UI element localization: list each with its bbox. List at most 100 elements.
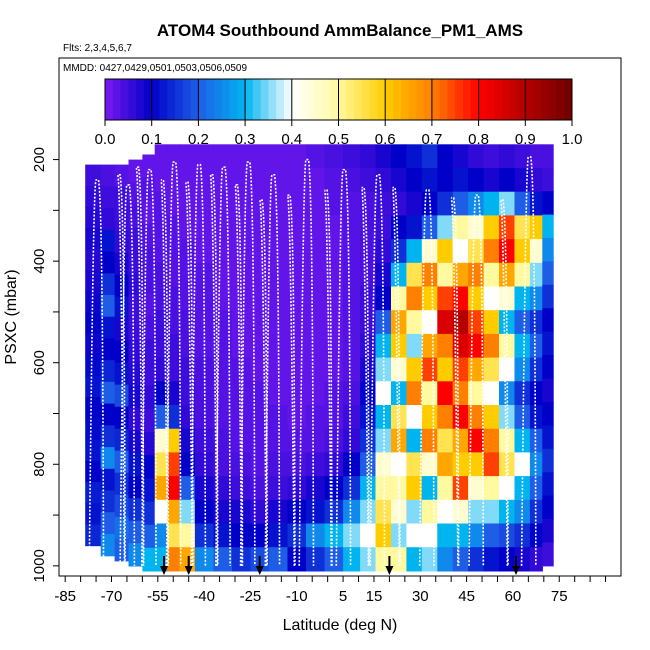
heatmap-cell [154, 452, 168, 477]
heatmap-cell [343, 452, 361, 477]
profile-trace [335, 168, 352, 566]
heatmap-cell [437, 215, 454, 240]
heatmap-cell [128, 407, 143, 431]
heatmap-cell [375, 215, 392, 240]
heatmap-cell [287, 191, 307, 216]
heatmap-cell [529, 144, 543, 169]
heatmap-cell [437, 428, 454, 453]
heatmap-cell [514, 428, 531, 453]
heatmap-cell [421, 428, 438, 453]
heatmap-cell [499, 405, 515, 430]
colorbar-swatch [463, 79, 472, 120]
heatmap-cell [483, 452, 500, 477]
heatmap-cell [100, 534, 116, 557]
heatmap-cell [85, 482, 102, 504]
heatmap-cell [421, 310, 438, 335]
heatmap-cell [529, 191, 543, 216]
heatmap-cell [468, 191, 485, 216]
heatmap-cell [100, 186, 116, 209]
heatmap-cell [287, 144, 307, 169]
heatmap-cell [167, 310, 181, 335]
heatmap-cell [406, 405, 423, 430]
heatmap-cell [421, 286, 438, 311]
heatmap-cell [483, 168, 500, 193]
heatmap-cell [542, 331, 554, 356]
heatmap-cell [437, 547, 454, 572]
colorbar-frame [104, 78, 573, 121]
heatmap-cell [468, 215, 485, 240]
heatmap-cell [85, 312, 102, 335]
colorbar-swatch [112, 79, 122, 120]
colorbar-swatch [315, 79, 324, 120]
heatmap-cell [343, 547, 361, 572]
heatmap-cell [343, 262, 361, 288]
heatmap-cell [437, 168, 454, 193]
profile-arrows [159, 556, 521, 575]
heatmap-cell [514, 215, 531, 240]
x-axis: -85 -70 -55 -40 -25 -10 5 15 30 45 60 75 [54, 576, 607, 605]
heatmap-cell [514, 144, 531, 169]
colorbar-swatch [564, 79, 573, 120]
heatmap-cell [483, 476, 500, 501]
heatmap-cell [529, 499, 543, 525]
colorbar-swatch [424, 79, 433, 120]
heatmap-cell [375, 168, 392, 193]
heatmap-cell [421, 547, 438, 572]
heatmap-cell [100, 316, 116, 339]
heatmap-cell [269, 215, 289, 240]
heatmap-cell [100, 338, 116, 361]
heatmap-cell [514, 286, 531, 311]
heatmap-cell [499, 286, 515, 311]
colorbar-swatch [237, 79, 246, 120]
heatmap-cell [324, 310, 344, 335]
heatmap-cell [375, 239, 392, 264]
colorbar-swatch [229, 79, 238, 120]
heatmap-cell [128, 295, 143, 319]
heatmap-cell [142, 478, 156, 503]
heatmap-cell [194, 239, 214, 264]
heatmap-cell [483, 286, 500, 311]
chart-title: ATOM4 Southbound AmmBalance_PM1_AMS [157, 21, 523, 40]
heatmap-cell [483, 215, 500, 240]
profile-trace [165, 161, 182, 566]
heatmap-cell [343, 357, 361, 382]
heatmap-cell [468, 476, 485, 501]
heatmap-cell [468, 405, 485, 430]
heatmap-cell [421, 215, 438, 240]
colorbar-tick-label: 1.0 [562, 131, 583, 148]
heatmap-cell [483, 333, 500, 359]
heatmap-cell [343, 215, 361, 240]
heatmap-cell [406, 476, 423, 501]
heatmap-cell [306, 476, 326, 501]
heatmap-cell [375, 499, 392, 525]
heatmap-cell [514, 381, 531, 406]
heatmap-cell [179, 239, 196, 264]
heatmap-cell [421, 144, 438, 169]
y-tick-label: 1000 [31, 549, 48, 582]
heatmap-cell [85, 524, 102, 547]
profile-trace [323, 189, 333, 566]
heatmap-cell [287, 333, 307, 359]
heatmap-cell [269, 547, 289, 572]
heatmap-cell [468, 144, 485, 169]
heatmap-cell [100, 360, 116, 383]
heatmap-cell [529, 523, 543, 548]
colorbar-swatch [268, 79, 277, 120]
heatmap-cell [194, 333, 214, 359]
heatmap-cell [167, 262, 181, 288]
heatmap-cell [542, 542, 554, 567]
heatmap-cell [194, 523, 214, 548]
heatmap-cell [167, 476, 181, 501]
heatmap-cell [287, 547, 307, 572]
y-tick-label: 800 [31, 452, 48, 477]
colorbar-swatch [416, 79, 425, 120]
heatmap-cell [437, 310, 454, 335]
colorbar-swatch [525, 79, 534, 120]
heatmap-cell [343, 405, 361, 430]
colorbar-swatch [291, 79, 301, 120]
profile-trace [369, 174, 386, 566]
colorbar-swatch [159, 79, 168, 120]
profile-trace [360, 186, 370, 566]
heatmap-cell [100, 490, 116, 513]
heatmap-cell [269, 523, 289, 548]
